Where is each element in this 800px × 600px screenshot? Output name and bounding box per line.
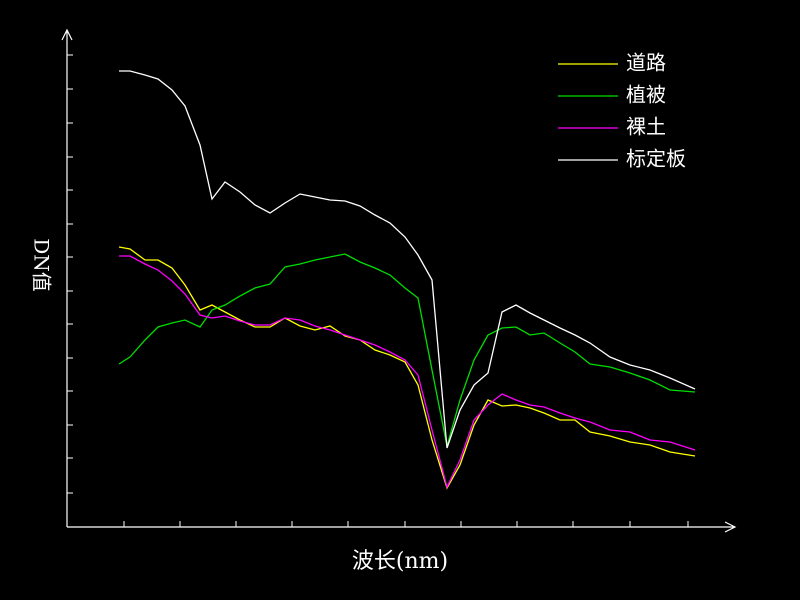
series-line [119, 70, 696, 449]
legend-label: 植被 [626, 83, 666, 107]
legend-label: 裸土 [626, 115, 666, 139]
y-axis-label: DN值 [30, 238, 54, 292]
legend-label: 标定板 [626, 147, 686, 171]
series-line [118, 253, 696, 447]
series-line [119, 255, 696, 489]
legend-label: 道路 [626, 51, 666, 75]
x-axis [67, 521, 737, 533]
x-axis-label: 波长(nm) [352, 549, 448, 574]
series-line [118, 246, 696, 490]
y-axis [61, 28, 73, 527]
